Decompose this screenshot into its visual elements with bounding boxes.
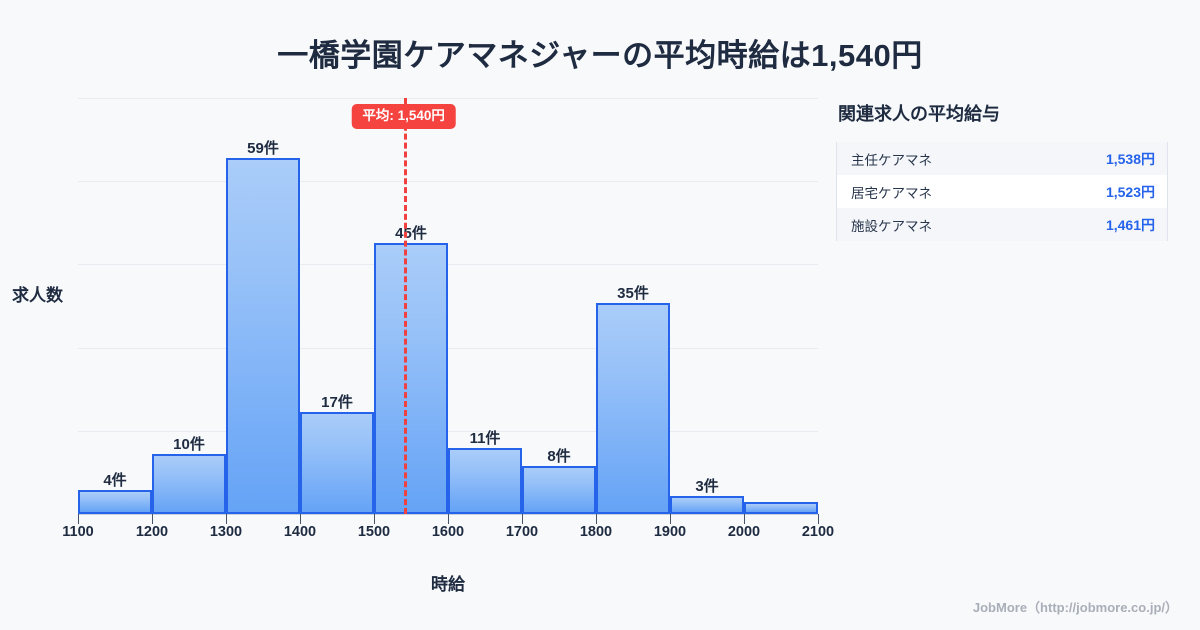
bar-value-label: 4件 (103, 471, 127, 489)
page-title: 一橋学園ケアマネジャーの平均時給は1,540円 (277, 38, 923, 73)
x-axis-tick-label: 1300 (209, 524, 243, 540)
average-line (403, 98, 407, 514)
bar-value-label: 11件 (469, 429, 501, 447)
table-row-label: 施設ケアマネ (851, 218, 932, 234)
gridline (78, 264, 818, 265)
x-axis-tick-label: 1700 (505, 524, 539, 540)
x-axis-tick-label: 2100 (801, 524, 835, 540)
bar-value-label: 17件 (321, 393, 353, 411)
table-row-value: 1,461円 (1105, 216, 1155, 233)
gridline (78, 181, 818, 182)
bar-value-label: 59件 (247, 140, 279, 158)
histogram-bar (448, 447, 522, 514)
bar-value-label: 3件 (695, 477, 719, 495)
histogram-bar (374, 242, 448, 514)
x-axis-tick-label: 1100 (62, 524, 94, 540)
table-row: 居宅ケアマネ 1,523円 (837, 175, 1167, 208)
y-axis-title: 求人数 (12, 286, 63, 305)
x-axis-tick (818, 514, 819, 524)
x-axis-tick-label: 1900 (653, 524, 687, 540)
x-axis-tick (374, 514, 375, 524)
x-axis-tick (300, 514, 301, 524)
x-axis-tick (670, 514, 671, 524)
histogram-bar (152, 453, 226, 514)
x-axis-tick (226, 514, 227, 524)
histogram-bar (300, 411, 374, 514)
x-axis-tick (152, 514, 153, 524)
gridline (78, 98, 818, 99)
bar-value-label: 10件 (173, 435, 205, 453)
histogram-bar (670, 495, 744, 514)
x-axis-tick-label: 1800 (579, 524, 613, 540)
histogram-bar (744, 501, 818, 514)
x-axis-tick (744, 514, 745, 524)
average-badge: 平均: 1,540円 (351, 104, 456, 129)
related-salary-panel: 関連求人の平均給与 主任ケアマネ 1,538円居宅ケアマネ 1,523円施設ケアマネ… (836, 100, 1172, 241)
histogram-bar (596, 303, 670, 514)
table-row-label: 主任ケアマネ (851, 152, 932, 168)
table-row-label: 居宅ケアマネ (851, 185, 932, 201)
table-row: 主任ケアマネ 1,538円 (837, 142, 1167, 175)
x-axis-tick (522, 514, 523, 524)
gridline (78, 431, 818, 432)
x-axis-tick (596, 514, 597, 524)
x-axis-tick-label: 1500 (357, 524, 391, 540)
x-axis-tick (448, 514, 449, 524)
histogram-bar (226, 158, 300, 514)
table-row-value: 1,538円 (1105, 150, 1155, 167)
x-axis-title: 時給 (431, 575, 465, 594)
footer-credit: JobMore（http://jobmore.co.jp/） (972, 600, 1178, 615)
histogram-bar (522, 465, 596, 514)
table-row: 施設ケアマネ 1,461円 (837, 208, 1167, 241)
related-salary-title: 関連求人の平均給与 (838, 104, 1000, 124)
x-axis-tick-label: 1600 (431, 524, 465, 540)
x-axis-tick-label: 2000 (727, 524, 761, 540)
gridline (78, 348, 818, 349)
bar-value-label: 8件 (547, 447, 571, 465)
histogram-bar (78, 489, 152, 514)
plot-area (78, 98, 818, 514)
table-row-value: 1,523円 (1105, 183, 1155, 200)
bar-value-label: 35件 (617, 284, 649, 302)
related-salary-table: 主任ケアマネ 1,538円居宅ケアマネ 1,523円施設ケアマネ 1,461円 (836, 142, 1168, 241)
bar-value-label: 45件 (395, 224, 427, 242)
x-axis-tick (78, 514, 79, 524)
histogram-chart: 求人数 時給 4件 10件 59件 17件 45件 11件 8件 35件 3件 1100 1200 1… (12, 98, 834, 594)
x-axis-tick-label: 1200 (135, 524, 169, 540)
x-axis-tick-label: 1400 (283, 524, 317, 540)
